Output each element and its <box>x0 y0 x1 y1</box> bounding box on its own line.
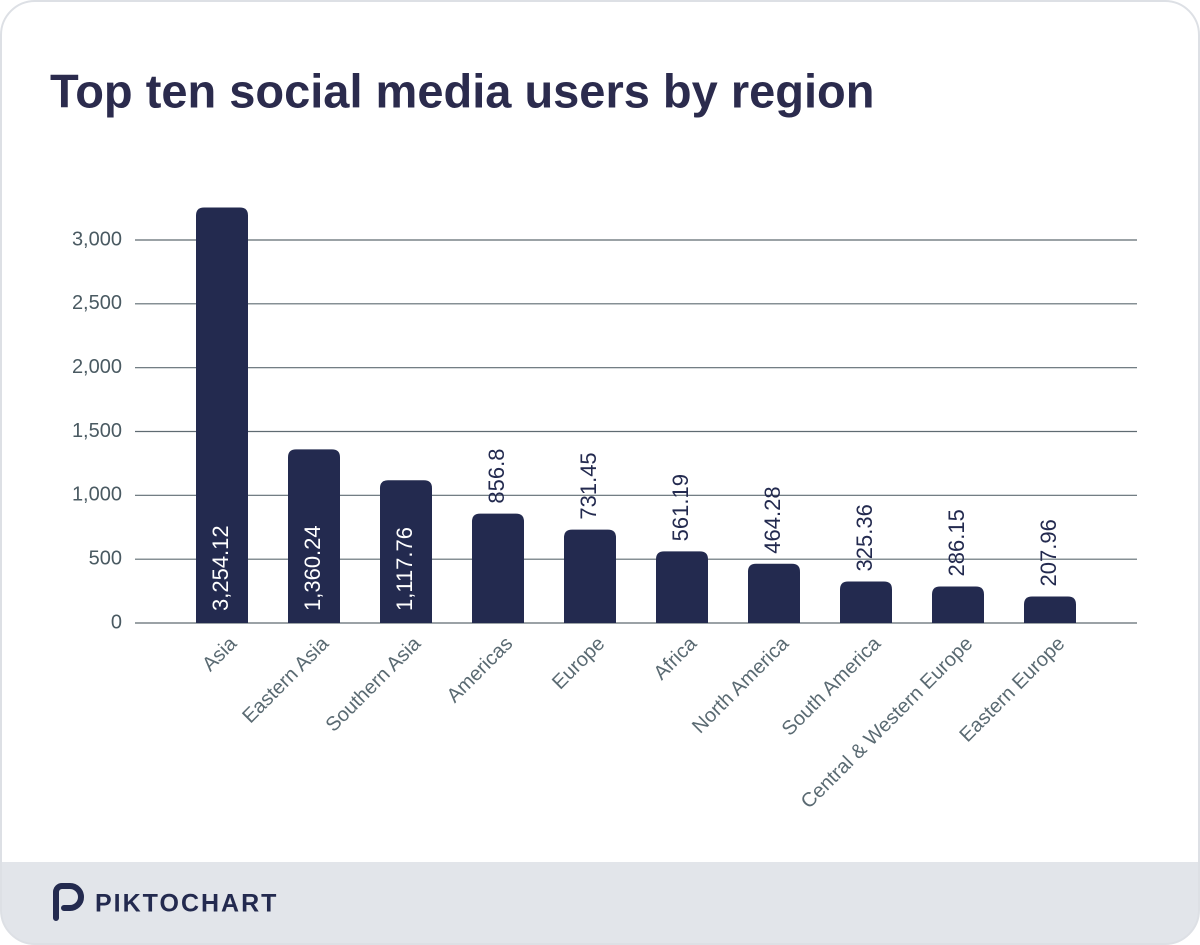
value-label: 1,117.76 <box>392 527 417 611</box>
value-label: 3,254.12 <box>208 525 233 611</box>
value-label: 561.19 <box>668 474 693 541</box>
value-label: 1,360.24 <box>300 525 325 611</box>
footer-logo: PIKTOCHART <box>53 883 278 921</box>
footer-brand: PIKTOCHART <box>95 890 278 918</box>
bar <box>196 207 248 623</box>
y-tick-label: 0 <box>111 611 122 633</box>
bar <box>840 581 892 623</box>
logo-icon <box>53 883 84 921</box>
value-label: 464.28 <box>760 486 785 553</box>
y-tick-label: 2,500 <box>72 292 122 314</box>
bar <box>656 551 708 623</box>
value-label: 207.96 <box>1036 519 1061 586</box>
bar <box>472 513 524 623</box>
bar <box>748 563 800 623</box>
bar <box>932 586 984 623</box>
value-label: 325.36 <box>852 504 877 571</box>
chart-title: Top ten social media users by region <box>50 64 874 117</box>
y-tick-label: 3,000 <box>72 228 122 250</box>
value-label: 286.15 <box>944 509 969 576</box>
y-tick-label: 500 <box>89 547 122 569</box>
value-label: 731.45 <box>576 452 601 519</box>
bar <box>564 529 616 623</box>
y-tick-label: 2,000 <box>72 356 122 378</box>
y-tick-label: 1,000 <box>72 484 122 506</box>
footer-band <box>1 862 1199 944</box>
y-tick-label: 1,500 <box>72 420 122 442</box>
bar <box>288 449 340 623</box>
bar <box>380 480 432 623</box>
value-label: 856.8 <box>484 449 509 504</box>
bar <box>1024 596 1076 623</box>
